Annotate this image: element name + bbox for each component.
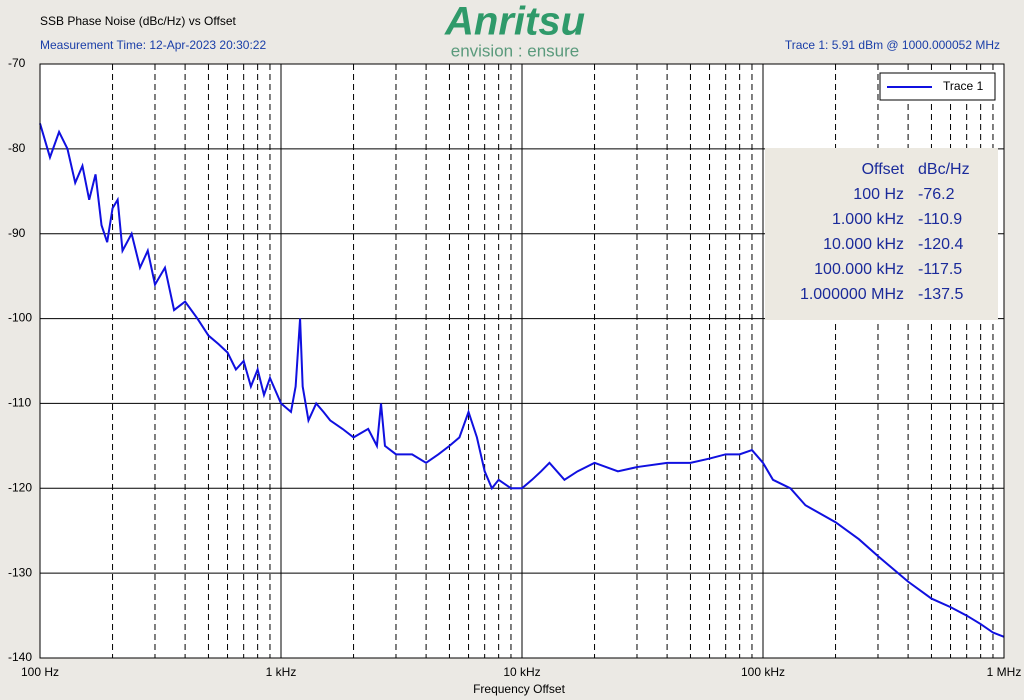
- y-tick-label: -130: [8, 565, 32, 579]
- logo-tagline: envision : ensure: [451, 41, 580, 60]
- table-header: Offset: [862, 161, 905, 178]
- table-cell: 100 Hz: [853, 186, 904, 203]
- table-cell: 1.000 kHz: [832, 211, 904, 228]
- y-tick-label: -100: [8, 311, 32, 325]
- table-header: dBc/Hz: [918, 161, 970, 178]
- trace-info: Trace 1: 5.91 dBm @ 1000.000052 MHz: [785, 38, 1000, 52]
- table-cell: -76.2: [918, 186, 955, 203]
- legend-items: Trace 1: [887, 79, 984, 93]
- trace-line: [39, 123, 1005, 638]
- logo-brand: Anritsu: [444, 0, 585, 44]
- y-tick-label: -140: [8, 650, 32, 664]
- table-cell: -117.5: [918, 261, 962, 278]
- y-tick-label: -80: [8, 141, 26, 155]
- marker-table-bg: [765, 148, 998, 320]
- table-cell: -137.5: [918, 286, 963, 303]
- table-cell: 10.000 kHz: [823, 236, 904, 253]
- x-axis-label: Frequency Offset: [473, 682, 565, 696]
- y-tick-label: -90: [8, 226, 26, 240]
- table-cell: -120.4: [918, 236, 963, 253]
- chart-title: SSB Phase Noise (dBc/Hz) vs Offset: [40, 14, 237, 28]
- y-tick-label: -120: [8, 480, 32, 494]
- y-tick-label: -110: [8, 396, 31, 410]
- x-tick-label: 100 kHz: [741, 665, 785, 679]
- marker-table: Offset dBc/Hz 100 Hz -76.2 1.000 kHz -110.9 10…: [800, 161, 970, 303]
- table-cell: -110.9: [918, 211, 962, 228]
- table-cell: 1.000000 MHz: [800, 286, 904, 303]
- x-tick-label: 1 MHz: [987, 665, 1022, 679]
- legend-label: Trace 1: [943, 79, 984, 93]
- table-cell: 100.000 kHz: [814, 261, 904, 278]
- x-tick-label: 1 kHz: [266, 665, 297, 679]
- x-tick-label: 100 Hz: [21, 665, 59, 679]
- x-tick-label: 10 kHz: [503, 665, 540, 679]
- y-tick-label: -70: [8, 56, 26, 70]
- traces: [39, 123, 1005, 638]
- plot-border: [39, 63, 1005, 659]
- measurement-time: Measurement Time: 12-Apr-2023 20:30:22: [40, 38, 266, 52]
